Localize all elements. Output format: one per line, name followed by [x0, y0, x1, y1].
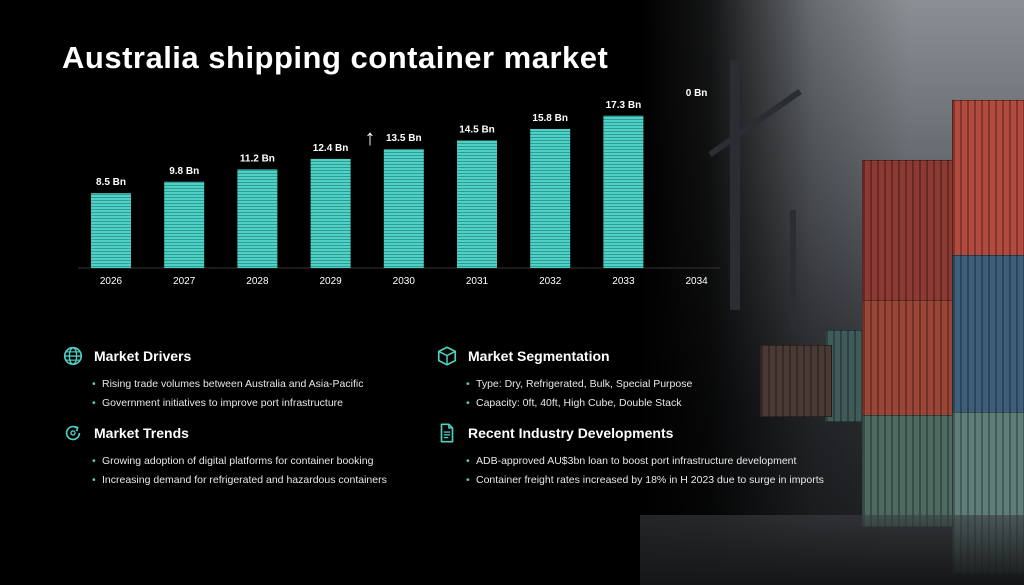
market-trends-section: Market Trends Growing adoption of digita… [62, 422, 387, 490]
list-item: Growing adoption of digital platforms fo… [92, 452, 387, 471]
market-drivers-title: Market Drivers [94, 348, 192, 364]
list-item: Increasing demand for refrigerated and h… [92, 471, 387, 490]
list-item: Rising trade volumes between Australia a… [92, 375, 363, 394]
tick-label-2034: 2034 [685, 276, 708, 287]
list-item: ADB-approved AU$3bn loan to boost port i… [466, 452, 824, 471]
globe-icon [63, 346, 83, 366]
tick-label-2028: 2028 [246, 276, 269, 287]
chart-title: Market Size [62, 97, 123, 109]
page-title: Australia shipping container market [62, 40, 609, 75]
list-item: Capacity: 0ft, 40ft, High Cube, Double S… [466, 394, 692, 413]
data-label-2032: 15.8 Bn [532, 113, 568, 124]
market-drivers-section: Market Drivers Rising trade volumes betw… [62, 345, 363, 413]
data-label-2026: 8.5 Bn [96, 177, 126, 188]
tick-label-2029: 2029 [319, 276, 342, 287]
list-item: Government initiatives to improve port i… [92, 394, 363, 413]
market-segmentation-section: Market Segmentation Type: Dry, Refrigera… [436, 345, 692, 413]
data-label-2030: 13.5 Bn [386, 133, 422, 144]
tick-label-2032: 2032 [539, 276, 562, 287]
chart-ylabel: In Million USD [62, 113, 132, 125]
tick-label-2027: 2027 [173, 276, 196, 287]
trend-cycle-icon [65, 425, 81, 441]
bar-2033 [603, 115, 644, 268]
recent-developments-title: Recent Industry Developments [468, 425, 674, 441]
document-icon [440, 423, 454, 443]
bar-2032 [530, 128, 571, 268]
recent-developments-section: Recent Industry Developments ADB-approve… [436, 422, 824, 490]
chart-arrow-annotation: ↑ [365, 125, 376, 150]
bar-2030 [383, 149, 424, 268]
list-item: Type: Dry, Refrigerated, Bulk, Special P… [466, 375, 692, 394]
market-size-bar-chart: Market Size In Million USD ↑ 8.5 Bn 2026 9… [62, 88, 720, 287]
tick-label-2031: 2031 [466, 276, 489, 287]
data-label-2027: 9.8 Bn [169, 166, 199, 177]
tick-label-2030: 2030 [393, 276, 416, 287]
data-label-2031: 14.5 Bn [459, 124, 495, 135]
bar-2026 [91, 193, 131, 268]
crane-mast [730, 60, 740, 310]
crane-mast-2 [790, 210, 796, 330]
cube-icon [437, 346, 457, 366]
data-label-2034: 0 Bn [686, 88, 708, 99]
tick-label-2033: 2033 [612, 276, 635, 287]
bar-2028 [237, 169, 278, 268]
tick-label-2026: 2026 [100, 276, 123, 287]
data-label-2029: 12.4 Bn [313, 143, 349, 154]
bar-2027 [164, 181, 205, 268]
bar-2029 [310, 158, 351, 268]
market-trends-title: Market Trends [94, 425, 189, 441]
list-item: Container freight rates increased by 18%… [466, 471, 824, 490]
bar-2031 [457, 140, 497, 268]
data-label-2028: 11.2 Bn [240, 153, 275, 164]
market-segmentation-title: Market Segmentation [468, 348, 610, 364]
data-label-2033: 17.3 Bn [606, 100, 642, 111]
